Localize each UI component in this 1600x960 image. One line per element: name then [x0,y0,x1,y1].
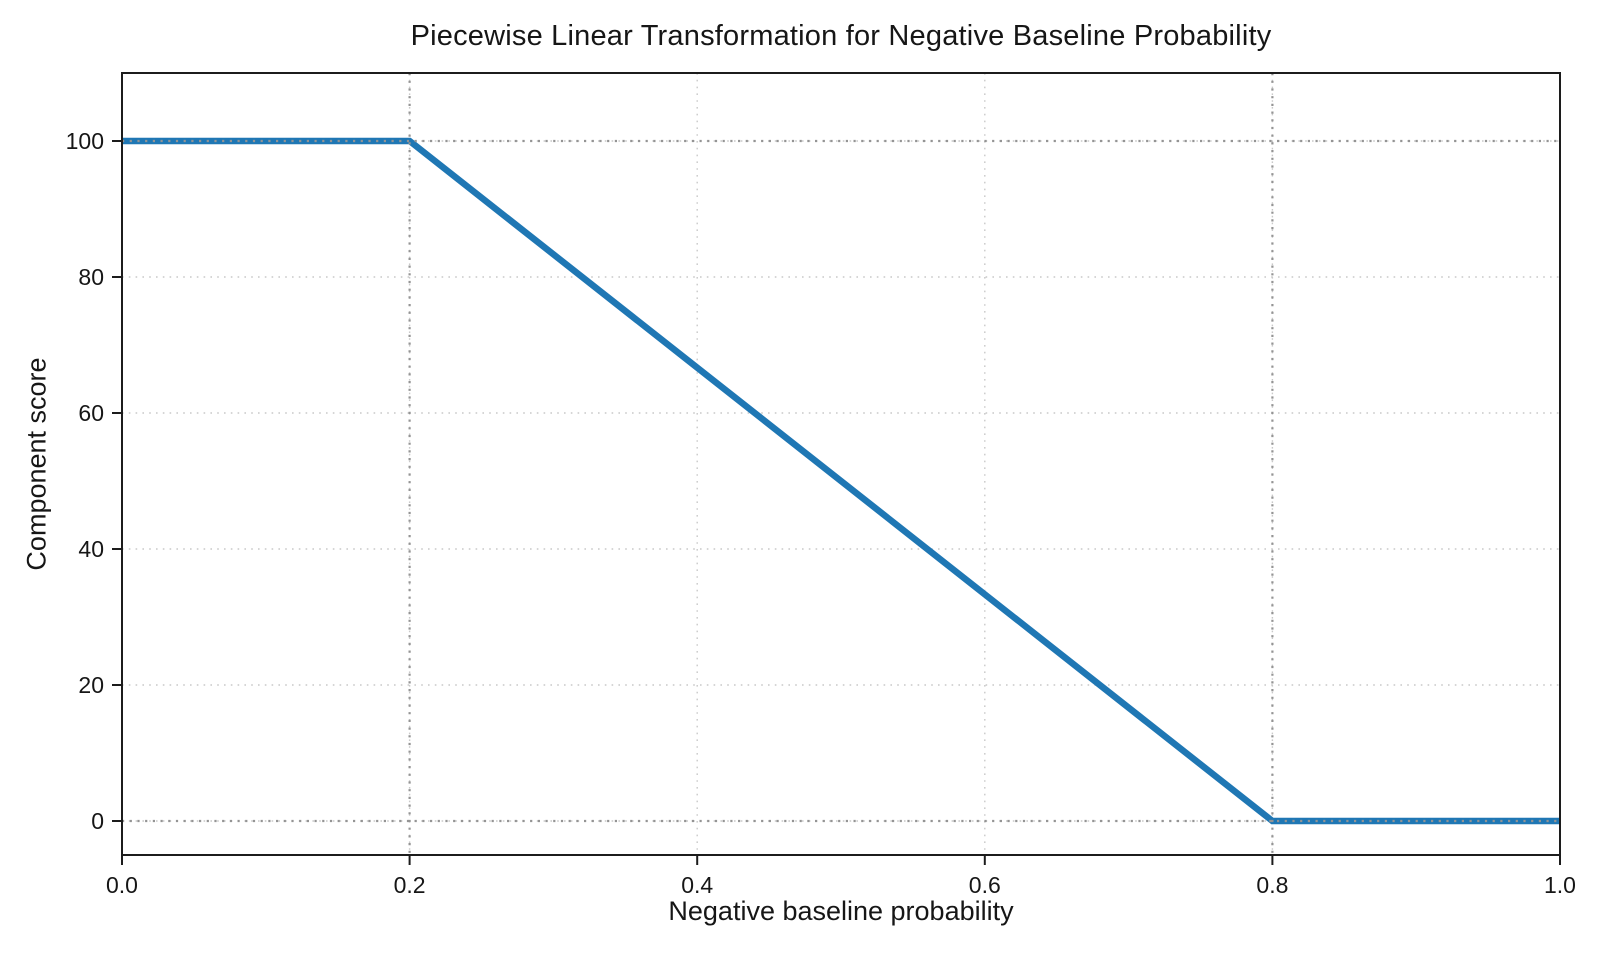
y-tick-label: 80 [78,264,104,290]
x-tick-label: 0.2 [394,872,426,898]
y-tick-label: 20 [78,672,104,698]
x-tick-label: 0.6 [969,872,1001,898]
y-tick-label: 0 [91,808,104,834]
chart-title: Piecewise Linear Transformation for Nega… [410,20,1272,52]
data-line-component-score [122,137,1560,825]
plot-border [121,72,1561,856]
y-tick-label: 100 [66,128,104,154]
y-tick-label: 40 [78,536,104,562]
x-tick-label: 1.0 [1544,872,1576,898]
y-tick-label: 60 [78,400,104,426]
x-axis-label: Negative baseline probability [668,896,1014,926]
x-tick-label: 0.0 [106,872,138,898]
y-axis-label-text: Component score [21,357,52,571]
x-tick-label: 0.4 [681,872,713,898]
x-tick-label: 0.8 [1256,872,1288,898]
